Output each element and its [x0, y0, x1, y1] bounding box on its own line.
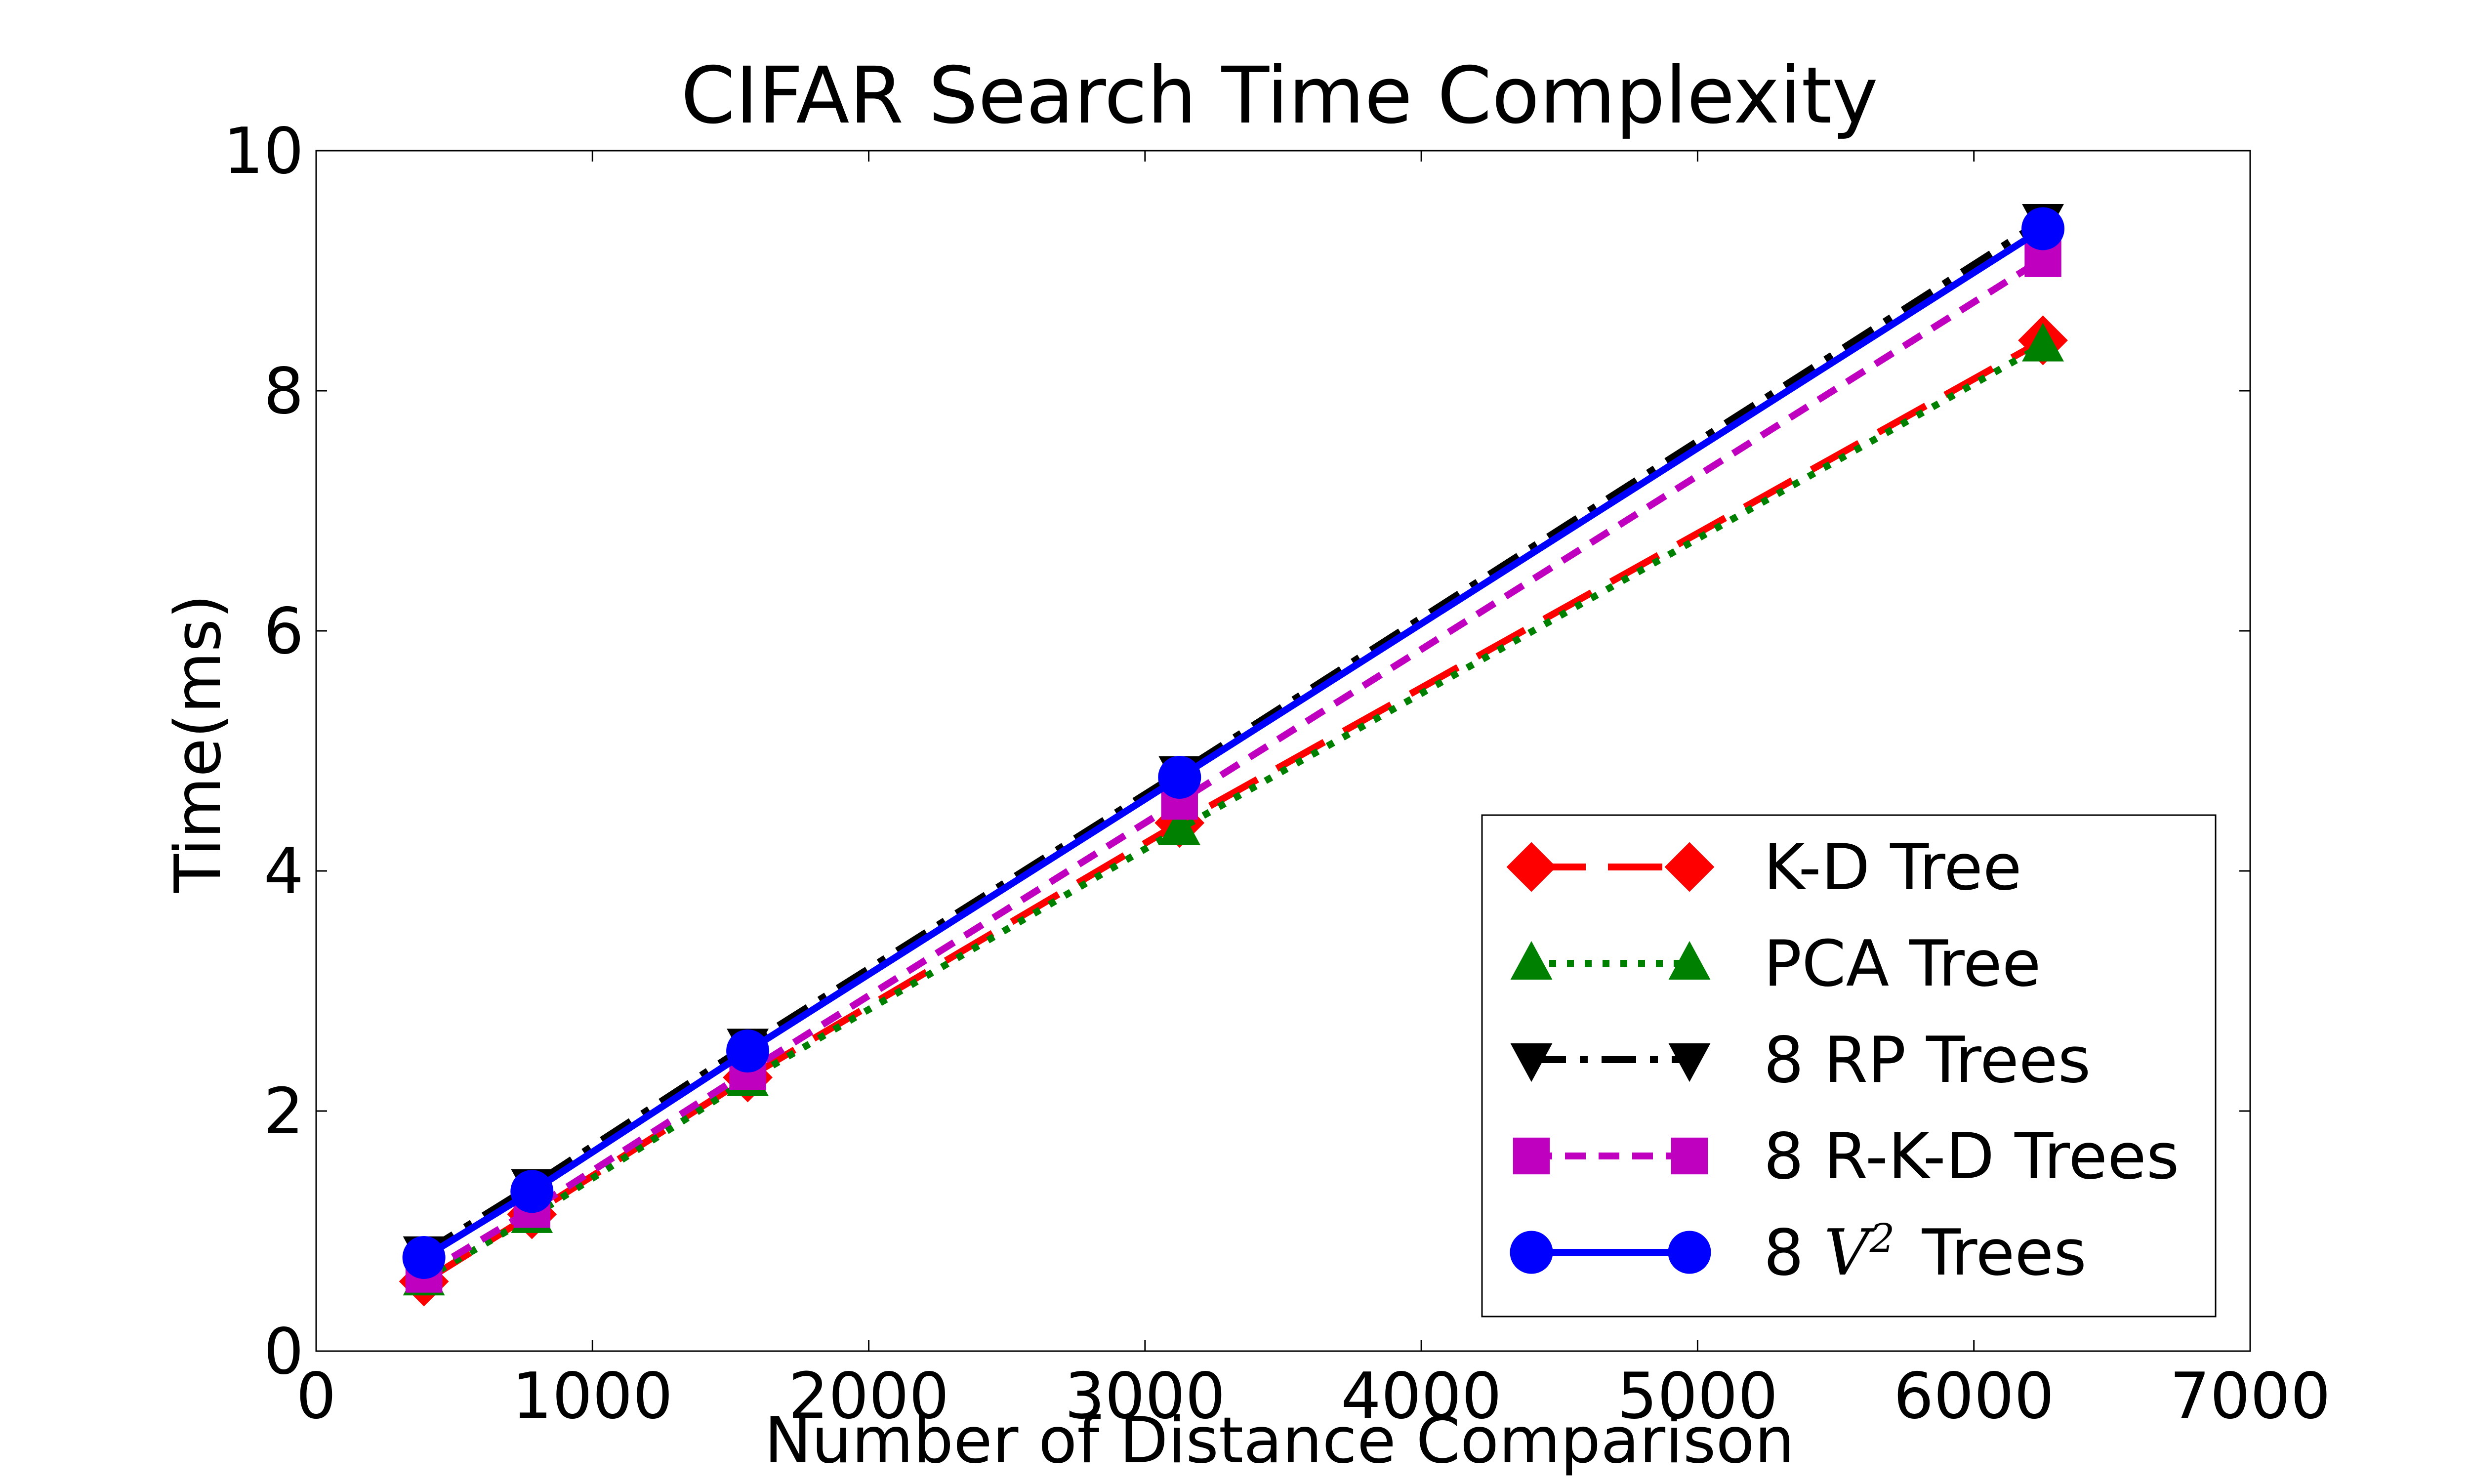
data-point [1158, 755, 1201, 799]
x-tick-label: 6000 [1894, 1360, 2055, 1433]
x-tick-label: 0 [296, 1360, 336, 1433]
y-tick-label: 4 [264, 835, 304, 908]
legend-label-superscript: 2 [1869, 1215, 1895, 1261]
x-tick-label: 2000 [788, 1360, 949, 1433]
legend-marker [1668, 1043, 1711, 1082]
legend-label-math: V [1824, 1216, 1875, 1290]
legend-entry: 8 V2 Trees [1510, 1215, 2087, 1290]
data-point [1158, 806, 1201, 845]
legend-label: 8 R-K-D Trees [1764, 1120, 2179, 1194]
legend-label-suffix: Trees [1921, 1216, 2086, 1290]
data-point [402, 1236, 446, 1279]
legend-entry: 8 RP Trees [1510, 1024, 2091, 1097]
legend-marker [1664, 842, 1715, 892]
x-tick-label: 3000 [1065, 1360, 1226, 1433]
legend-label: K-D Tree [1764, 831, 2022, 905]
data-point [510, 1170, 554, 1213]
legend-marker [1510, 1043, 1553, 1082]
y-tick-label: 2 [264, 1075, 304, 1149]
x-tick-label: 1000 [512, 1360, 673, 1433]
y-tick-label: 6 [264, 595, 304, 668]
chart-title: CIFAR Search Time Complexity [681, 50, 1878, 141]
legend-marker [1510, 941, 1553, 980]
series-4 [402, 207, 2065, 1279]
x-tick-label: 5000 [1617, 1360, 1778, 1433]
legend-entry: PCA Tree [1510, 927, 2041, 1001]
plot-area: 0 1000 2000 3000 4000 5000 6000 7000 0 2 4 6 8 10 [223, 115, 2331, 1433]
y-tick-label: 8 [264, 355, 304, 428]
legend-label: 8 V2 Trees [1764, 1215, 2087, 1290]
x-tick-label: 7000 [2170, 1360, 2331, 1433]
legend-label: 8 RP Trees [1764, 1024, 2091, 1097]
series-line [422, 337, 2045, 1285]
legend-marker [1668, 1231, 1711, 1274]
legend-entry: K-D Tree [1506, 831, 2022, 905]
y-axis-label: Time(ms) [162, 594, 235, 894]
legend-marker [1671, 1137, 1708, 1175]
legend-entry: 8 R-K-D Trees [1513, 1120, 2179, 1194]
y-tick-label: 0 [264, 1315, 304, 1389]
x-axis-label: Number of Distance Comparison [764, 1404, 1795, 1478]
legend-marker [1668, 941, 1711, 980]
legend-marker [1513, 1137, 1550, 1175]
data-point [2022, 323, 2064, 362]
plot-frame [315, 150, 2251, 1352]
legend-box [1481, 814, 2217, 1318]
legend-label: PCA Tree [1764, 927, 2041, 1001]
legend: K-D Tree PCA Tree 8 RP Trees 8 R-K-D Trees 8… [1481, 814, 2217, 1318]
y-tick-label: 10 [223, 115, 304, 188]
x-tick-label: 4000 [1341, 1360, 1502, 1433]
legend-label-prefix: 8 [1764, 1216, 1824, 1290]
data-point [2021, 207, 2065, 250]
legend-marker [1510, 1231, 1553, 1274]
legend-marker [1506, 842, 1557, 892]
data-point [726, 1030, 770, 1072]
